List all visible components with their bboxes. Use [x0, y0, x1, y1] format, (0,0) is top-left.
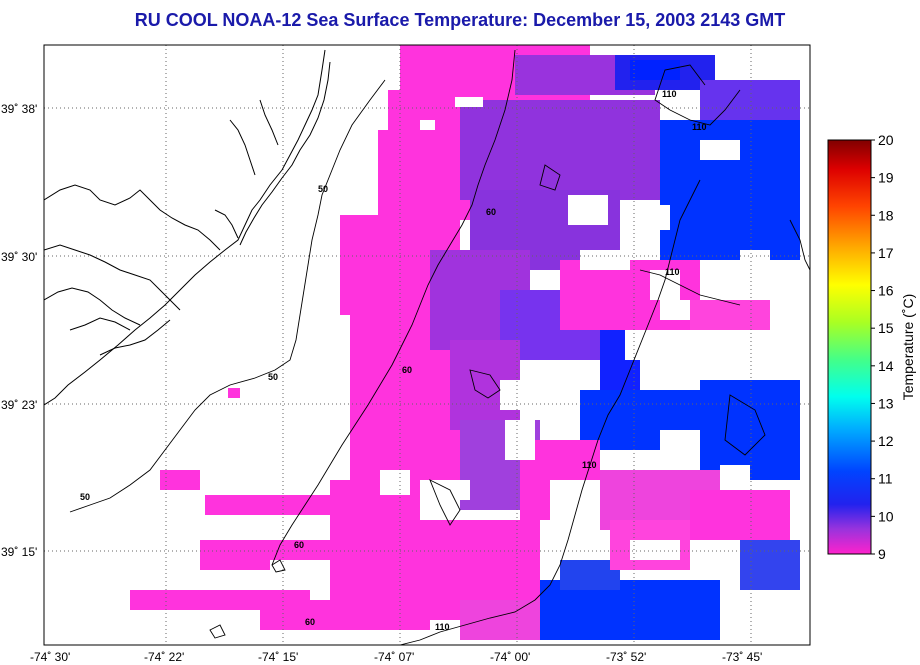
- colorbar-tick-label: 15: [878, 320, 894, 336]
- contour-label: 110: [692, 122, 707, 132]
- contour-label: 50: [268, 372, 278, 382]
- lat-label: 39˚ 15': [1, 545, 37, 559]
- colorbar-tick-label: 13: [878, 395, 894, 411]
- contour-label: 110: [435, 622, 450, 632]
- colorbar-tick-label: 20: [878, 132, 894, 148]
- latitude-labels: 39˚ 38' 39˚ 30' 39˚ 23' 39˚ 15': [1, 102, 37, 559]
- lon-label: -74˚ 00': [490, 650, 530, 664]
- colorbar-strip: [827, 139, 872, 555]
- contour-label: 110: [662, 89, 677, 99]
- contour-label: 60: [294, 540, 304, 550]
- coastline: [44, 49, 331, 406]
- longitude-labels: -74˚ 30' -74˚ 22' -74˚ 15' -74˚ 07' -74˚…: [30, 650, 762, 664]
- lat-label: 39˚ 38': [1, 102, 37, 116]
- colorbar-tick-label: 18: [878, 207, 894, 223]
- lon-label: -74˚ 15': [258, 650, 298, 664]
- lon-label: -74˚ 30': [30, 650, 70, 664]
- colorbar-tick-label: 12: [878, 433, 894, 449]
- lon-label: -73˚ 52': [606, 650, 646, 664]
- colorbar-ticks: 20 19 18 17 16 15 14 13 12 11 10 9: [871, 132, 894, 562]
- contour-label: 60: [486, 207, 496, 217]
- colorbar-tick-label: 17: [878, 245, 894, 261]
- lon-label: -74˚ 22': [144, 650, 184, 664]
- sst-raster: [130, 45, 800, 640]
- colorbar-tick-label: 19: [878, 170, 894, 186]
- contour-labels: 50 50 50 60 60 60 60 110 110 110 110 110: [80, 89, 707, 632]
- colorbar-tick-label: 11: [878, 471, 893, 487]
- colorbar-title: Temperature (˚C): [900, 294, 916, 401]
- colorbar-tick-label: 16: [878, 283, 894, 299]
- lon-label: -73˚ 45': [722, 650, 762, 664]
- contour-label: 50: [80, 492, 90, 502]
- isobath-contours: [69, 49, 810, 645]
- contour-label: 50: [318, 184, 328, 194]
- contour-label: 110: [582, 460, 597, 470]
- colorbar-tick-label: 9: [878, 546, 886, 562]
- lat-label: 39˚ 30': [1, 250, 37, 264]
- contour-label: 60: [402, 365, 412, 375]
- lat-label: 39˚ 23': [1, 398, 37, 412]
- contour-label: 60: [305, 617, 315, 627]
- map-title: RU COOL NOAA-12 Sea Surface Temperature:…: [134, 10, 786, 30]
- graticule: [44, 45, 810, 645]
- lon-label: -74˚ 07': [374, 650, 414, 664]
- map-border: [43, 44, 811, 646]
- colorbar-tick-label: 14: [878, 358, 894, 374]
- colorbar: 20 19 18 17 16 15 14 13 12 11 10 9 Temperature (˚C): [827, 132, 916, 562]
- colorbar-tick-label: 10: [878, 508, 894, 524]
- contour-label: 110: [665, 267, 680, 277]
